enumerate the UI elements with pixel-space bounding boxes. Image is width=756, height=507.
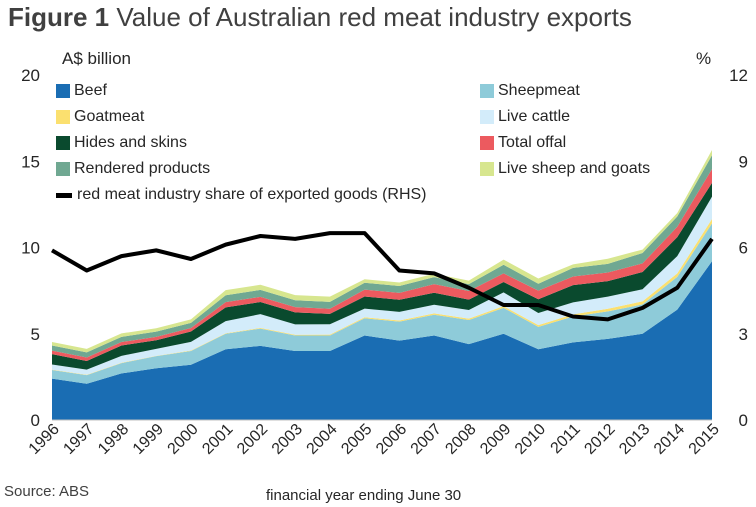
chart-title: Figure 1 Value of Australian red meat in…: [8, 2, 632, 33]
y2-tick-label-9: 9: [739, 152, 748, 171]
chart-title-figure-number: Figure 1: [8, 2, 110, 32]
legend-item-sheepmeat: Sheepmeat: [480, 82, 580, 100]
area-rendered-products: [52, 155, 712, 358]
legend-label-goatmeat: Goatmeat: [74, 108, 145, 125]
legend-item-beef: Beef: [56, 82, 107, 100]
legend-swatch-beef: [56, 84, 70, 98]
x-tick-label-2009: 2009: [477, 421, 514, 458]
x-tick-label-2005: 2005: [338, 421, 375, 458]
y2-tick-label-3: 3: [739, 325, 748, 344]
legend-label-live-sheep-and-goats: Live sheep and goats: [498, 160, 651, 177]
area-sheepmeat: [52, 223, 712, 384]
legend-label-sheepmeat: Sheepmeat: [498, 82, 580, 99]
legend-item-hides-and-skins: Hides and skins: [56, 134, 187, 152]
y-tick-label-15: 15: [21, 152, 40, 171]
legend-label-live-cattle: Live cattle: [498, 108, 571, 125]
legend-label-total-offal: Total offal: [498, 134, 567, 151]
x-tick-label-2003: 2003: [269, 421, 306, 458]
legend-swatch-live-cattle: [480, 110, 494, 124]
x-axis-title: financial year ending June 30: [266, 487, 462, 504]
y-axis-label: A$ billion: [62, 49, 131, 68]
x-tick-label-2014: 2014: [651, 421, 688, 458]
y2-tick-label-0: 0: [739, 411, 748, 430]
area-total-offal: [52, 169, 712, 362]
legend-swatch-rendered-products: [56, 162, 70, 176]
legend-label-hides-and-skins: Hides and skins: [74, 134, 187, 151]
y2-tick-label-12: 12: [729, 66, 748, 85]
x-tick-label-2011: 2011: [548, 421, 584, 457]
x-tick-label-2008: 2008: [442, 421, 479, 458]
x-tick-label-2010: 2010: [512, 421, 549, 458]
legend-swatch-hides-and-skins: [56, 136, 70, 150]
x-tick-label-2002: 2002: [234, 421, 271, 458]
legend-swatch-sheepmeat: [480, 84, 494, 98]
legend-swatch-live-sheep-and-goats: [480, 162, 494, 176]
x-tick-label-2012: 2012: [581, 421, 618, 458]
area-beef: [52, 261, 712, 420]
x-tick-label-1997: 1997: [60, 421, 97, 458]
legend-swatch-total-offal: [480, 136, 494, 150]
area-hides-and-skins: [52, 182, 712, 370]
legend-swatch-goatmeat: [56, 110, 70, 124]
x-tick-label-2000: 2000: [165, 421, 202, 458]
x-tick-label-1999: 1999: [130, 421, 167, 458]
source-note: Source: ABS: [4, 483, 90, 500]
legend-item-rendered-products: Rendered products: [56, 160, 210, 178]
x-tick-label-2007: 2007: [408, 421, 445, 458]
y-tick-label-0: 0: [31, 411, 40, 430]
legend-item-goatmeat: Goatmeat: [56, 108, 144, 126]
x-tick-label-1998: 1998: [95, 421, 132, 458]
legend-item-total-offal: Total offal: [480, 134, 566, 152]
y2-tick-label-6: 6: [739, 239, 748, 258]
x-tick-label-2006: 2006: [373, 421, 410, 458]
x-tick-label-2001: 2001: [199, 421, 236, 458]
y2-axis-label: %: [696, 49, 712, 68]
legend-item-live-sheep-and-goats: Live sheep and goats: [480, 160, 650, 178]
area-live-cattle: [52, 196, 712, 375]
chart-title-text: Value of Australian red meat industry ex…: [116, 2, 632, 32]
x-tick-label-2004: 2004: [304, 421, 341, 458]
legend-label-beef: Beef: [74, 82, 107, 99]
legend-line-marker: [56, 192, 72, 198]
legend-item-live-cattle: Live cattle: [480, 108, 570, 126]
legend-item-rhs-line: red meat industry share of exported good…: [56, 186, 427, 204]
area-live-sheep-and-goats: [52, 150, 712, 353]
line-red-meat-share: [50, 231, 714, 322]
y-tick-label-10: 10: [21, 239, 40, 258]
x-tick-label-2015: 2015: [686, 421, 723, 458]
x-tick-label-2013: 2013: [616, 421, 653, 458]
y-tick-label-5: 5: [31, 325, 40, 344]
legend: Beef Sheepmeat Goatmeat Live cattle Hide…: [56, 82, 706, 212]
y-tick-label-20: 20: [21, 66, 40, 85]
legend-label-rhs-line: red meat industry share of exported good…: [77, 186, 427, 203]
legend-label-rendered-products: Rendered products: [74, 160, 211, 177]
